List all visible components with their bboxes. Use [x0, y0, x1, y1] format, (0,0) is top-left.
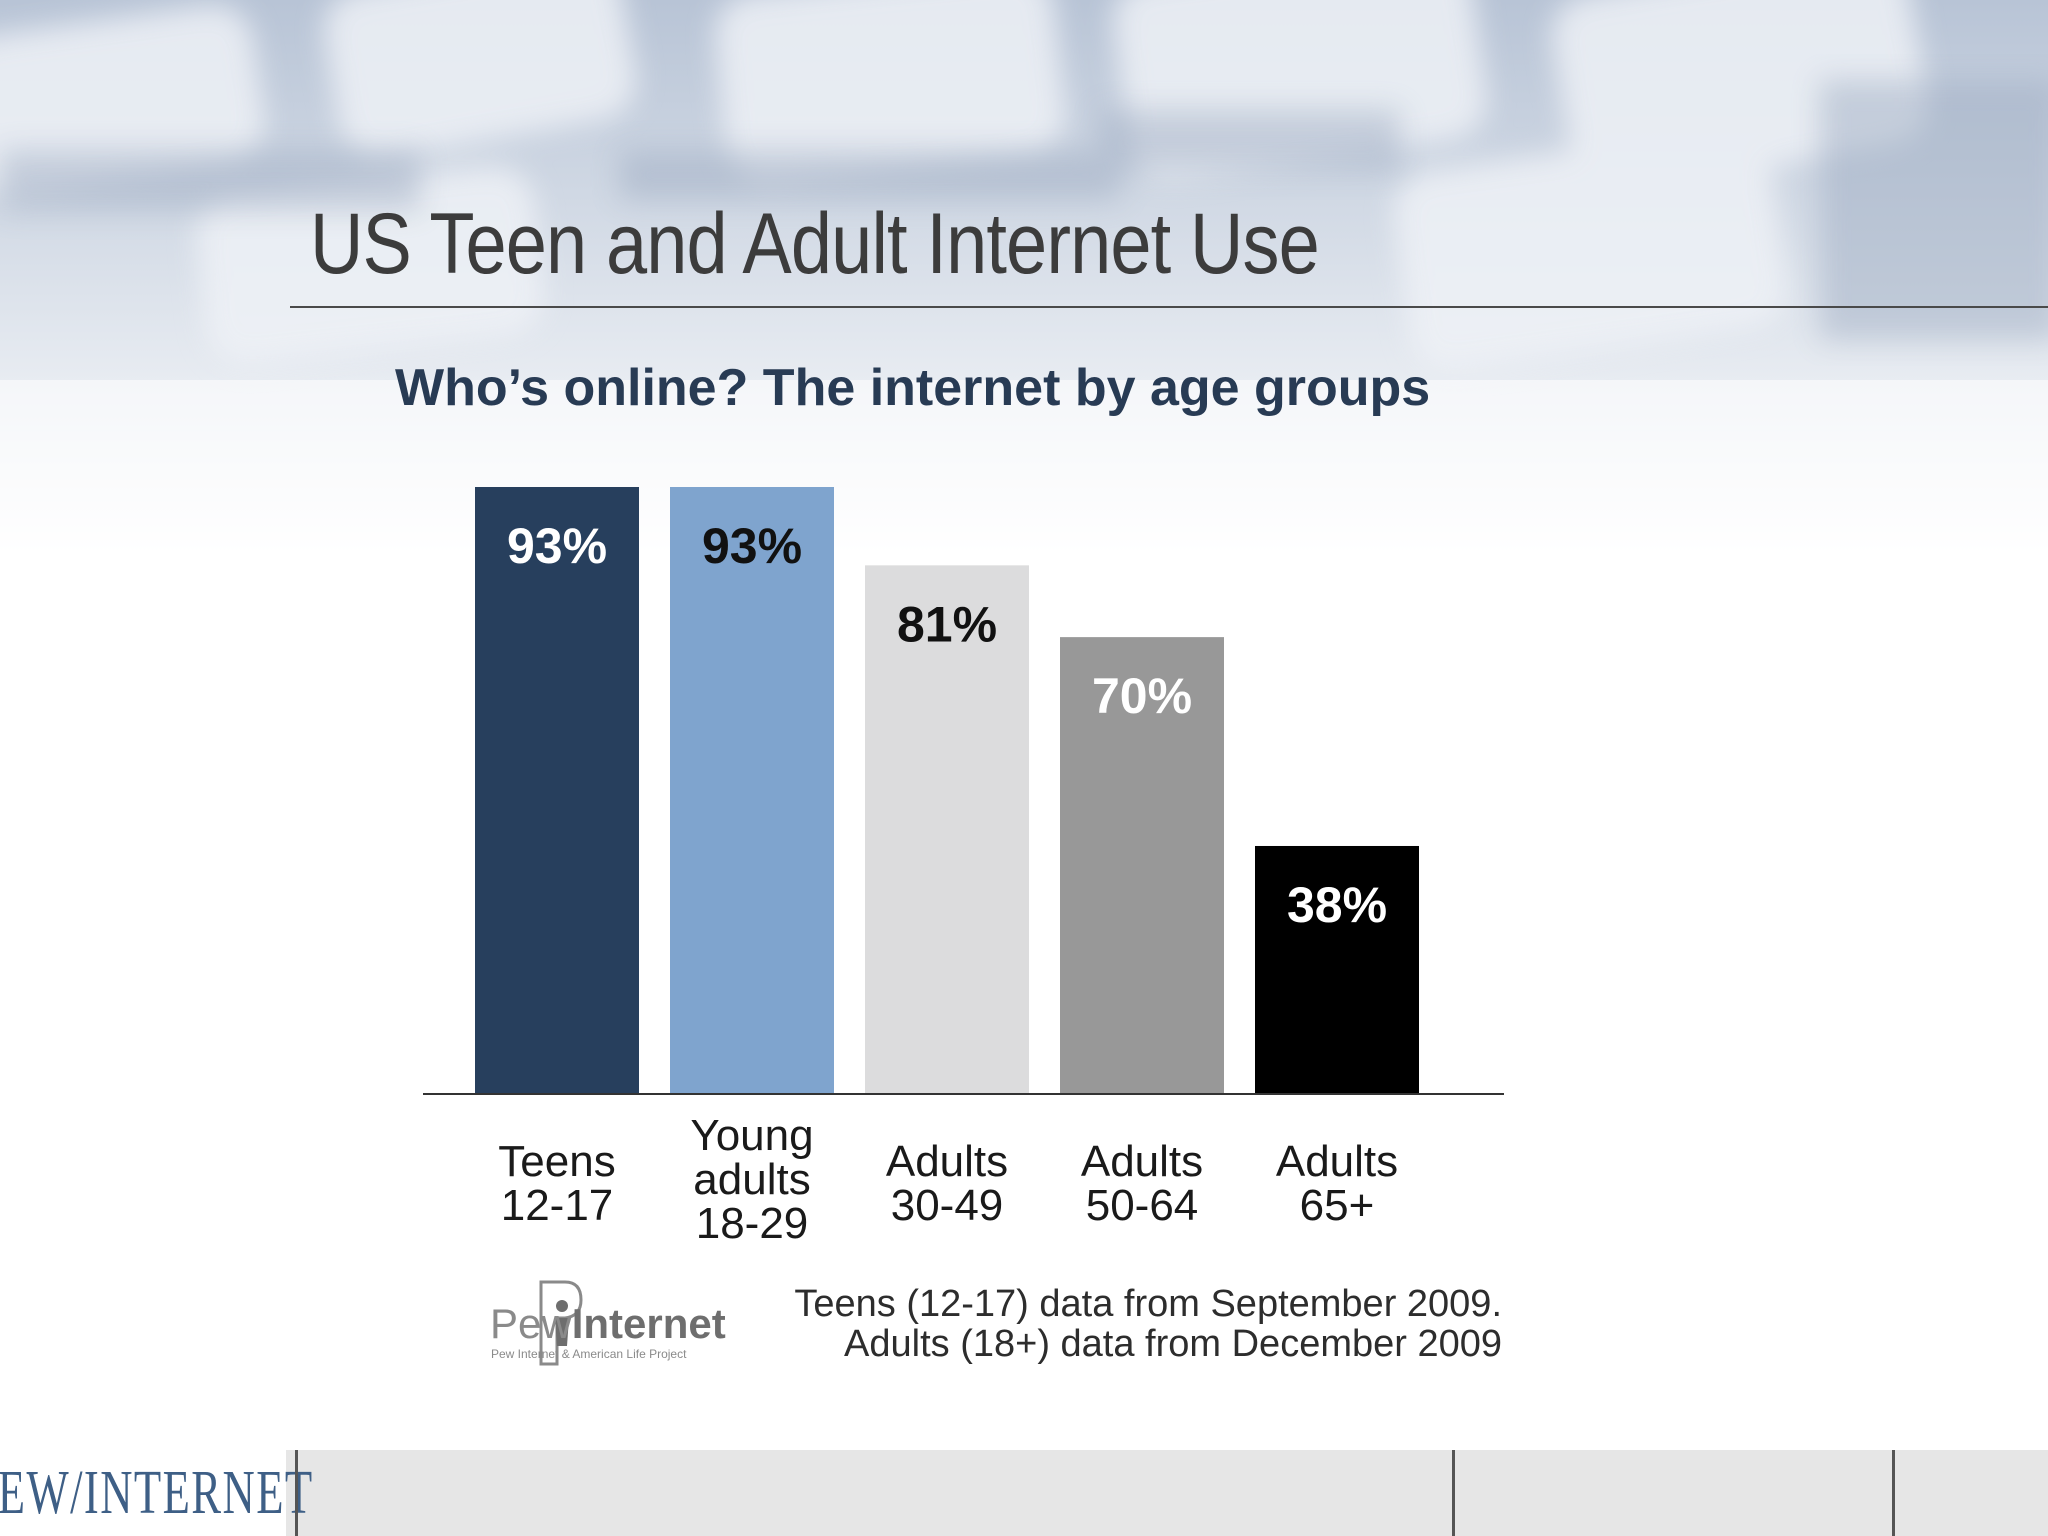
category-label: Adults 30-49	[886, 1137, 1008, 1230]
footer-divider	[1452, 1450, 1455, 1536]
source-note-adults: Adults (18+) data from December 2009	[844, 1323, 1502, 1365]
bar-2	[670, 487, 834, 1094]
footer-bar	[0, 1450, 2048, 1536]
category-label: Teens 12-17	[498, 1137, 615, 1230]
category-label-line: 12-17	[501, 1181, 614, 1230]
category-label-line: 18-29	[696, 1199, 809, 1248]
category-label: Young adults 18-29	[690, 1111, 813, 1248]
bar-value-label: 38%	[1287, 877, 1387, 933]
category-label-line: 65+	[1300, 1181, 1375, 1230]
category-label-line: Adults	[1081, 1137, 1203, 1186]
category-label: Adults 65+	[1276, 1137, 1398, 1230]
category-label-line: adults	[693, 1155, 810, 1204]
title-divider	[290, 306, 2048, 308]
category-label-line: Teens	[498, 1137, 615, 1186]
pew-logo-subtitle: Pew Internet & American Life Project	[491, 1347, 687, 1361]
bar-5	[1255, 845, 1419, 1094]
category-label-line: Adults	[1276, 1137, 1398, 1186]
bar-4	[1060, 637, 1224, 1094]
category-label-line: Young	[690, 1111, 813, 1160]
bar-1	[475, 487, 639, 1094]
source-note-teens: Teens (12-17) data from September 2009.	[794, 1283, 1502, 1325]
category-label-line: 30-49	[891, 1181, 1004, 1230]
slide-title: US Teen and Adult Internet Use	[310, 196, 1320, 292]
bar-value-label: 93%	[507, 518, 607, 574]
footer-brand-logo: PEW/INTERNET	[0, 1450, 313, 1536]
bar-value-label: 81%	[897, 596, 997, 652]
footer-brand-text: PEW/INTERNET	[0, 1458, 315, 1527]
chart-title: Who’s online? The internet by age groups	[395, 359, 1431, 417]
pew-logo-icon	[539, 1280, 583, 1366]
category-label-line: 50-64	[1086, 1181, 1199, 1230]
category-label: Adults 50-64	[1081, 1137, 1203, 1230]
keyboard-background	[0, 0, 2048, 560]
footer-divider	[295, 1450, 298, 1536]
bar-3	[865, 565, 1029, 1094]
bar-value-label: 70%	[1092, 668, 1192, 724]
bar-value-label: 93%	[702, 518, 802, 574]
category-label-line: Adults	[886, 1137, 1008, 1186]
footer-divider	[1892, 1450, 1895, 1536]
pew-internet-wordmark: PewInternet	[490, 1300, 726, 1347]
